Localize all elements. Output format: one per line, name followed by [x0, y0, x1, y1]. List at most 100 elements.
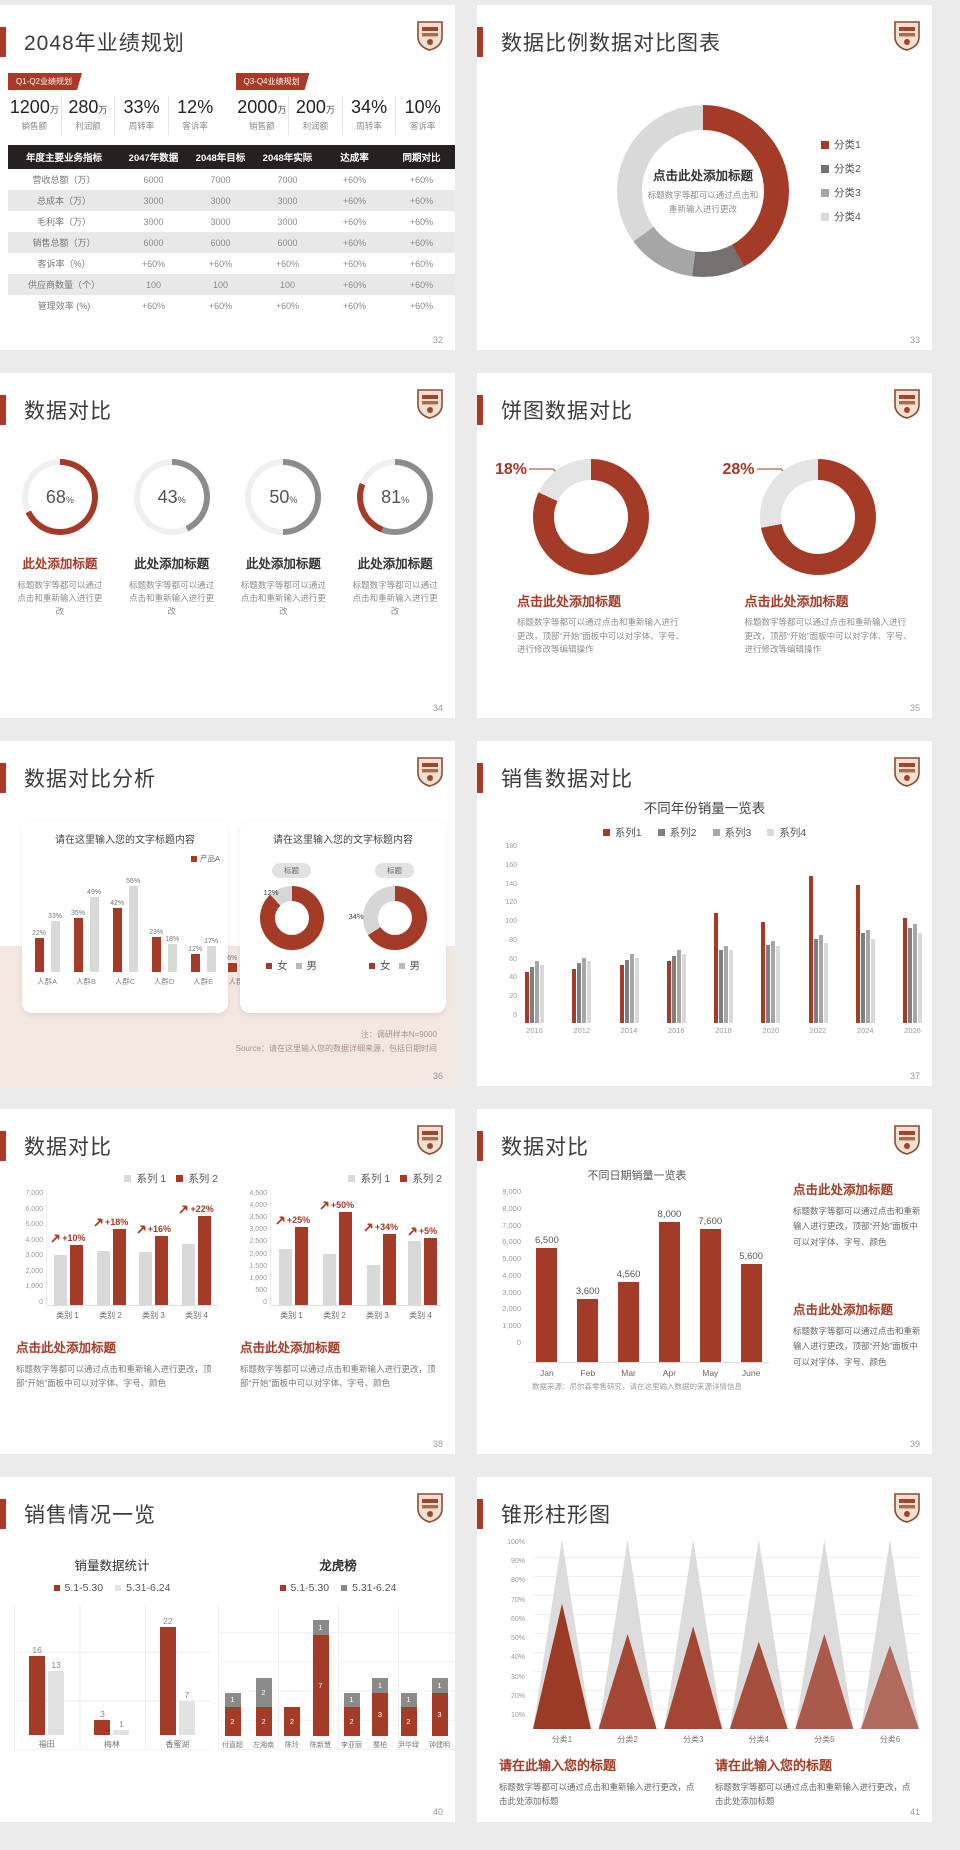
pie-donut	[760, 459, 877, 575]
bar	[53, 1255, 67, 1305]
slide-36[interactable]: 数据对比分析 请在这里输入您的文字标题内容 产品A 22% 33% 人群A 35% 49…	[0, 741, 455, 1086]
slide-34[interactable]: 数据对比 68% 此处添加标题 标题数字等都可以通过点击和重新输入进行更改 43% 此处…	[0, 373, 455, 718]
y-tick: 6,000	[25, 1205, 43, 1213]
stat-cell: 1200万 销售额	[8, 96, 62, 135]
bar	[94, 1720, 111, 1735]
legend-swatch	[124, 1175, 132, 1182]
pair-group: +16%	[137, 1224, 171, 1305]
stat-value: 34%	[351, 97, 388, 117]
table-cell: +60%	[342, 195, 367, 206]
title-accent-bar	[477, 1131, 483, 1161]
bar	[159, 1626, 176, 1735]
pair-group: +25%	[276, 1215, 310, 1305]
sales-stats-chart: 销量数据统计 5.1-5.30 5.31-6.24 16 13 福田 3 1 梅林 22 7 香蜜…	[14, 1555, 210, 1750]
category-label: 类别 3	[366, 1311, 389, 1320]
bar	[766, 944, 771, 1023]
slide-title: 销售情况一览	[24, 1504, 156, 1527]
slide-title: 销售数据对比	[501, 768, 633, 791]
slide-38[interactable]: 数据对比 系列 1 系列 2 7,000 6,000 5,000 4,000 3,000 2…	[0, 1109, 455, 1454]
table-cell: +60%	[409, 237, 434, 248]
slide-title: 数据比例数据对比图表	[501, 32, 721, 55]
legend-label: 系列 1	[136, 1173, 167, 1185]
legend-item: 5.1-5.30	[279, 1582, 329, 1594]
y-tick: 4,000	[25, 1236, 43, 1244]
table-row: 销售总额（万） 6000 6000 6000 +60% +60%	[8, 232, 455, 253]
person-label: 蜀柏	[373, 1742, 387, 1749]
bar-group: 12% 17% 人群E	[188, 938, 218, 987]
slide-37[interactable]: 销售数据对比 不同年份销量一览表 系列1 系列2 系列3 系列4 180 160 140 1…	[477, 741, 932, 1086]
bar	[666, 961, 671, 1023]
legend-item: 男	[398, 958, 420, 973]
legend-item: 分类4	[821, 209, 861, 224]
y-tick: 3,500	[249, 1214, 267, 1222]
bar	[860, 933, 865, 1023]
stat-cell: 280万 利润额	[62, 96, 116, 135]
gender-donut: 34%	[349, 886, 427, 950]
pair-group: +10%	[51, 1233, 86, 1305]
pair-chart-block-a: 系列 1 系列 2 7,000 6,000 5,000 4,000 3,000 2,000 1…	[16, 1171, 218, 1391]
pie-row: 18% 点击此处添加标题 标题数字等都可以通过点击和重新输入进行更改，顶部“开始…	[477, 431, 932, 657]
bar-value-label: 7	[184, 1689, 190, 1700]
value-cone	[533, 1603, 591, 1729]
pie-percent-label: 18%	[495, 461, 528, 478]
increase-arrow-icon	[320, 1201, 329, 1210]
title-accent-bar	[477, 27, 483, 57]
card-title: 请在这里输入您的文字标题内容	[273, 835, 413, 846]
legend-swatch	[821, 140, 829, 149]
title-accent-bar	[0, 1499, 6, 1529]
y-tick: 2,000	[502, 1304, 521, 1314]
legend-swatch	[295, 962, 302, 969]
table-row: 客诉率（%） +60% +60% +60% +60% +60%	[8, 253, 455, 274]
bar	[530, 967, 534, 1023]
table-header-cell: 2048年目标	[195, 153, 246, 164]
bar	[206, 945, 216, 972]
bar-group: 35% 49% 人群B	[71, 889, 101, 987]
stacked-grey-segment: 1	[312, 1620, 329, 1635]
bar	[540, 965, 544, 1023]
bar-value-label: 13	[51, 1660, 61, 1671]
y-tick: 2,000	[25, 1267, 43, 1275]
bar	[719, 950, 723, 1023]
cone-category-label: 分类5	[814, 1735, 835, 1744]
s38-plot-a: +10% +18% +16% +22%	[46, 1190, 218, 1306]
page-number: 35	[909, 703, 920, 713]
year-label: 2010	[526, 1026, 543, 1035]
bar	[908, 927, 912, 1023]
slide-41[interactable]: 锥形柱形图 100% 90% 80% 70% 60% 50% 40% 30% 20% 10% 分类…	[477, 1477, 932, 1822]
year-group: 2020	[761, 922, 781, 1035]
chart-title: 龙虎榜	[319, 1559, 357, 1573]
person-column: 1 2 付直超	[222, 1692, 243, 1750]
person-column: 1 3 蜀柏	[372, 1678, 388, 1750]
increase-arrow-icon	[408, 1227, 417, 1236]
gauge-percent: 43%	[157, 486, 186, 507]
table-cell: +60%	[141, 258, 166, 269]
y-tick: 7,000	[25, 1190, 43, 1197]
slide-32[interactable]: 2048年业绩规划 Q1-Q2业绩规划 1200万 销售额 280万 利润额 33% 周转率…	[0, 5, 455, 350]
bar	[167, 944, 177, 972]
month-label: Feb	[580, 1368, 596, 1378]
legend-item: 女	[369, 958, 391, 973]
stacked-grey-segment: 1	[400, 1692, 417, 1708]
slide-35[interactable]: 饼图数据对比 18% 点击此处添加标题 标题数字等都可以通过点击和重新输入进行更…	[477, 373, 932, 718]
slide-39[interactable]: 数据对比 不同日期销量一览表 9,000 8,000 7,000 6,000 5,000…	[477, 1109, 932, 1454]
delta-label: +34%	[364, 1222, 398, 1232]
table-cell: 6000	[277, 237, 298, 248]
year-label: 2012	[573, 1026, 591, 1035]
table-row: 管理效率 (%) +60% +60% +60% +60% +60%	[8, 295, 455, 316]
slide-33[interactable]: 数据比例数据对比图表 点击此处添加标题 标题数字等都可以通过点击和 重新输入进行…	[477, 5, 932, 350]
slide-40[interactable]: 销售情况一览 销量数据统计 5.1-5.30 5.31-6.24 16 13 福田 3 1…	[0, 1477, 455, 1822]
person-label: 陈玲	[285, 1742, 299, 1749]
stat-cell: 10% 客诉率	[396, 96, 449, 135]
bar-value-label: 6,500	[535, 1234, 559, 1246]
gauge-ring: 81%	[357, 459, 434, 535]
page-number: 37	[909, 1071, 920, 1081]
table-cell: +60%	[342, 216, 367, 227]
block-title: 点击此处添加标题	[793, 1183, 894, 1197]
bar	[572, 968, 577, 1023]
block-desc: 标题数字等都可以通过点击和重新输入进行更改，顶部“开始”面板中可以对字体、字号、…	[793, 1326, 921, 1367]
text-block-1: 请在此输入您的标题 标题数字等都可以通过点击和重新输入进行更改，点击此处添加标题	[499, 1755, 695, 1809]
bar-category-label: 人群E	[193, 977, 214, 986]
table-cell: 3000	[210, 195, 231, 206]
bar-category-label: 人群A	[37, 977, 58, 986]
y-tick: 500	[255, 1286, 267, 1294]
